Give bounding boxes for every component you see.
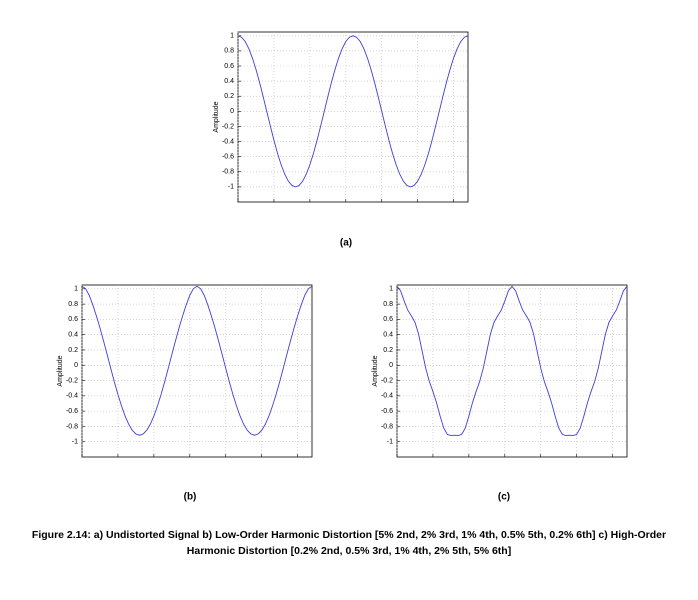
y-tick-label: 0.6 — [68, 316, 78, 323]
subplot-label: (b) — [184, 492, 197, 503]
y-tick-label: 0.4 — [383, 332, 393, 339]
y-tick-label: -0.2 — [66, 377, 78, 384]
y-tick-label: -0.2 — [222, 123, 234, 130]
y-tick-label: -0.8 — [381, 423, 393, 430]
y-tick-label: -1 — [387, 439, 393, 446]
y-tick-label: 1 — [230, 33, 234, 40]
subplot-label: (c) — [498, 492, 510, 503]
y-axis-label: Amplitude — [213, 101, 220, 132]
signal-line — [237, 35, 469, 188]
y-tick-label: 0.8 — [224, 48, 234, 55]
y-tick-label: -0.6 — [222, 154, 234, 161]
y-tick-label: -1 — [228, 184, 234, 191]
y-axis-label: Amplitude — [372, 355, 379, 386]
chart-area: -1 -0.8 -0.6 -0.4 -0.2 0 0.2 0.4 0.6 0.8 1 Amplitud… — [57, 31, 628, 503]
y-axis-label: Amplitude — [57, 355, 64, 386]
y-tick-label: 0.2 — [224, 93, 234, 100]
plot-frame — [81, 284, 313, 458]
signal-line — [396, 285, 628, 437]
y-tick-label: 0.2 — [68, 347, 78, 354]
y-tick-label: 0 — [74, 362, 78, 369]
signal-line — [81, 285, 313, 436]
figure-caption: Figure 2.14: a) Undistorted Signal b) Lo… — [31, 529, 667, 557]
y-tick-label: -0.2 — [381, 377, 393, 384]
y-tick-label: 0.4 — [68, 332, 78, 339]
y-tick-label: 1 — [74, 286, 78, 293]
plot-frame — [396, 284, 628, 458]
y-tick-label: -1 — [72, 439, 78, 446]
y-tick-label: 0.6 — [383, 316, 393, 323]
y-tick-label: 1 — [389, 286, 393, 293]
y-tick-label: 0.2 — [383, 347, 393, 354]
y-tick-label: -0.8 — [222, 169, 234, 176]
y-tick-label: 0 — [230, 108, 234, 115]
y-tick-label: -0.4 — [222, 138, 234, 145]
y-tick-label: 0 — [389, 362, 393, 369]
y-tick-label: 0.8 — [68, 301, 78, 308]
y-tick-label: -0.6 — [66, 408, 78, 415]
y-tick-label: 0.4 — [224, 78, 234, 85]
y-tick-label: -0.4 — [66, 393, 78, 400]
subplot-label: (a) — [340, 238, 352, 249]
y-tick-label: -0.4 — [381, 393, 393, 400]
y-tick-label: -0.6 — [381, 408, 393, 415]
plot-frame — [237, 31, 469, 203]
y-tick-label: 0.8 — [383, 301, 393, 308]
y-tick-label: 0.6 — [224, 63, 234, 70]
y-tick-label: -0.8 — [66, 423, 78, 430]
